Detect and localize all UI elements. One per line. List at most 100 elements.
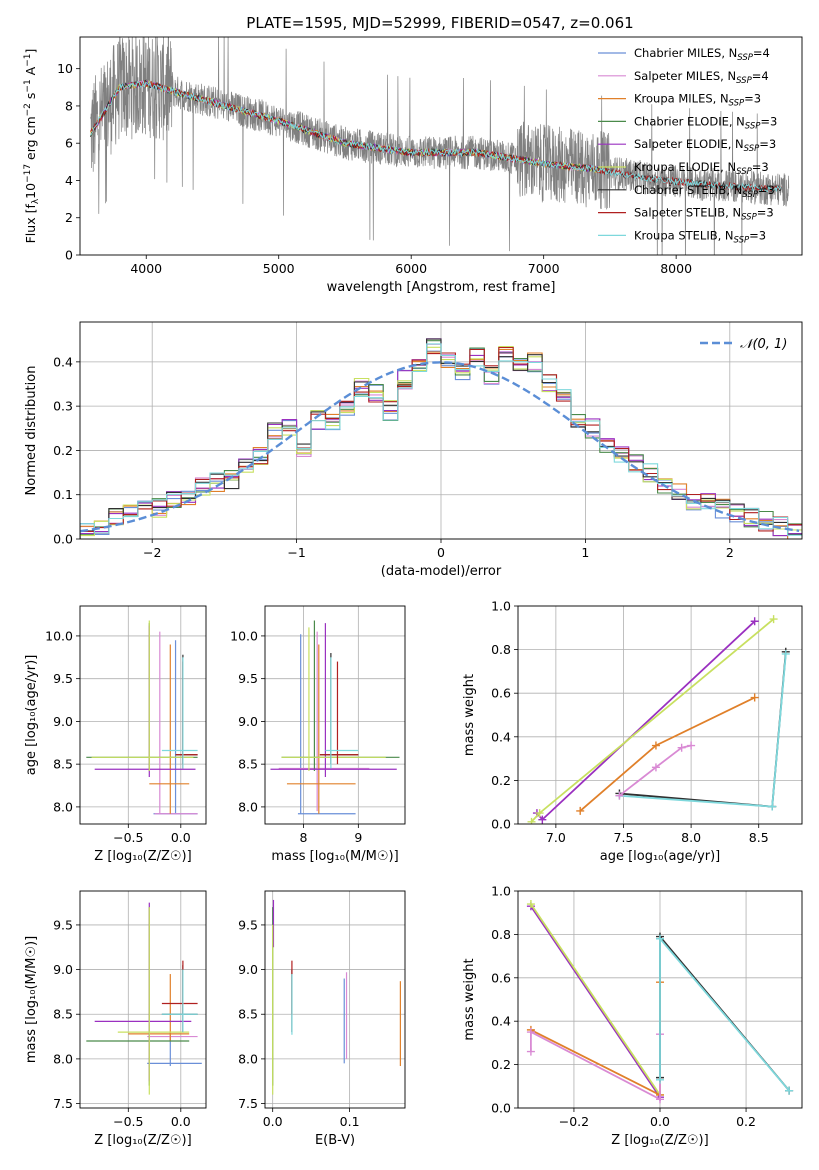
weight_vs_age-lines <box>527 615 790 824</box>
y-tick-label: 9.0 <box>53 962 73 977</box>
y-tick-label: 8 <box>65 98 73 113</box>
mass_vs_ebv-axes: 0.0 0.1 7.5 8.0 8.5 9.0 9.5 E(B-V) <box>238 891 405 1148</box>
x-axis-label: Z [log₁₀(Z/Z☉)] <box>94 849 191 864</box>
x-tick-label: 7000 <box>528 261 560 276</box>
weight-marker <box>769 615 778 624</box>
x-axis-label: mass [log₁₀(M/M☉)] <box>271 849 398 864</box>
weight-marker <box>615 791 624 800</box>
y-tick-label: 0.0 <box>491 817 511 832</box>
legend-label: Chabrier MILES, NSSP=4 <box>634 46 770 63</box>
normal-distribution-curve <box>79 361 800 533</box>
y-tick-label: 0.8 <box>491 642 511 657</box>
x-tick-label: 4000 <box>130 261 162 276</box>
x-tick-label: 0.0 <box>650 1114 670 1129</box>
y-tick-label: 9.5 <box>238 917 258 932</box>
y-axis-label: Normed distribution <box>24 366 39 496</box>
weight-marker <box>526 1028 535 1037</box>
weight-marker <box>651 763 660 772</box>
x-tick-label: 5000 <box>263 261 295 276</box>
legend-label: Kroupa MILES, NSSP=3 <box>634 92 761 109</box>
weight-marker <box>651 741 660 750</box>
weight-marker <box>656 934 664 943</box>
y-tick-label: 0.6 <box>491 686 511 701</box>
y-tick-label: 0.2 <box>491 1057 511 1072</box>
weight-marker <box>526 900 535 909</box>
weight-marker <box>656 1075 664 1084</box>
y-tick-label: 0.0 <box>491 1101 511 1116</box>
weight-marker <box>781 649 790 658</box>
y-axis-label: mass [log₁₀(M/M☉)] <box>24 936 39 1063</box>
legend-label: Salpeter MILES, NSSP=4 <box>634 69 769 86</box>
y-tick-label: 7.5 <box>238 1096 258 1111</box>
weight-marker <box>538 815 547 824</box>
weight-marker <box>535 809 544 818</box>
weight-marker <box>526 1047 535 1056</box>
histogram-kroupa-stelib <box>80 343 802 539</box>
y-tick-label: 9.5 <box>238 671 258 686</box>
y-tick-label: 7.5 <box>53 1096 73 1111</box>
age_vs_Z-errorbars <box>86 620 198 815</box>
x-axis-label: age [log₁₀(age/yr)] <box>600 849 721 864</box>
weight-line <box>530 903 661 1096</box>
weight-line <box>659 936 790 1092</box>
weight-line <box>618 744 692 797</box>
x-axis-label: Z [log₁₀(Z/Z☉)] <box>611 1133 708 1148</box>
x-tick-label: 7.5 <box>614 830 634 845</box>
y-axis-label: age [log₁₀(age/yr)] <box>24 655 39 776</box>
spectrum-legend: Chabrier MILES, NSSP=4 Salpeter MILES, NS… <box>598 46 777 245</box>
y-tick-label: 8.5 <box>238 757 258 772</box>
weight-line <box>619 651 787 808</box>
y-tick-label: 0.3 <box>53 399 73 414</box>
axes-frame <box>517 890 803 1109</box>
y-tick-label: 0 <box>65 248 73 263</box>
weight-line <box>579 696 756 812</box>
y-tick-label: 1.0 <box>491 884 511 899</box>
y-tick-label: 0.4 <box>53 354 73 369</box>
mass_vs_Z-errorbars <box>86 902 202 1095</box>
weight-marker <box>785 1086 794 1095</box>
weight-line <box>536 620 756 821</box>
x-tick-label: 8 <box>299 830 307 845</box>
axes-frame <box>79 605 207 825</box>
x-axis-label: E(B-V) <box>315 1133 355 1148</box>
y-axis-label: mass weight <box>462 958 477 1040</box>
x-axis-label: (data-model)/error <box>381 564 502 579</box>
weight-marker <box>656 1095 664 1104</box>
age_vs_mass-errorbars <box>270 620 400 815</box>
x-tick-label: 7.0 <box>546 830 566 845</box>
weight_vs_Z-lines <box>526 900 794 1104</box>
y-tick-label: 0.2 <box>491 773 511 788</box>
y-tick-label: 9.5 <box>53 671 73 686</box>
x-tick-label: 0 <box>437 545 445 560</box>
mass_vs_Z-axes: −0.5 0.0 7.5 8.0 8.5 9.0 9.5 Z [log₁₀(Z/Z☉)] mas… <box>24 891 206 1148</box>
y-tick-label: 9.0 <box>238 714 258 729</box>
y-tick-label: 9.5 <box>53 917 73 932</box>
y-tick-label: 1.0 <box>491 599 511 614</box>
legend-label: Salpeter ELODIE, NSSP=3 <box>634 137 776 154</box>
x-tick-label: 8.5 <box>749 830 769 845</box>
x-axis-label: Z [log₁₀(Z/Z☉)] <box>94 1133 191 1148</box>
axes-frame <box>79 36 803 256</box>
y-tick-label: 10 <box>57 61 73 76</box>
weight-marker <box>677 743 686 752</box>
x-tick-label: −0.5 <box>113 1114 143 1129</box>
y-axis-label: mass weight <box>462 674 477 756</box>
x-tick-label: −1 <box>287 545 305 560</box>
x-tick-label: 0.2 <box>736 1114 756 1129</box>
weight-line <box>530 905 661 1098</box>
weight-marker <box>750 693 759 702</box>
x-tick-label: 0.0 <box>171 830 191 845</box>
y-tick-label: 0.4 <box>491 729 511 744</box>
x-tick-label: −0.2 <box>559 1114 589 1129</box>
x-tick-label: 9 <box>354 830 362 845</box>
y-tick-label: 6 <box>65 136 73 151</box>
x-tick-label: 8.0 <box>681 830 701 845</box>
weight-marker <box>750 617 759 626</box>
x-tick-label: 6000 <box>395 261 427 276</box>
legend-label: Chabrier ELODIE, NSSP=3 <box>634 114 777 131</box>
axes-frame <box>264 890 406 1109</box>
y-tick-label: 10.0 <box>230 628 258 643</box>
axes-frame <box>517 605 803 825</box>
model-line-kroupa-stelib <box>90 80 782 193</box>
x-tick-label: 2 <box>726 545 734 560</box>
